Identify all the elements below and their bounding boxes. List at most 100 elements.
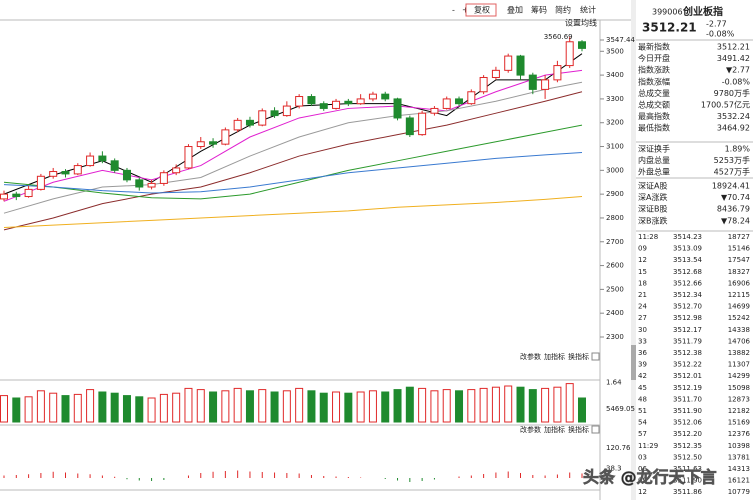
ma-line	[3, 151, 583, 194]
volume-bar	[86, 389, 95, 423]
panel-button[interactable]: 加指标	[544, 425, 565, 434]
tick-price: 3512.70	[673, 303, 702, 311]
y-tick-label: 3400	[606, 71, 624, 79]
volume-bar	[0, 395, 8, 423]
tick-price: 3512.68	[673, 268, 702, 276]
tick-price: 3512.06	[673, 419, 702, 427]
close-box[interactable]	[591, 352, 600, 361]
tick-volume: 14338	[728, 326, 750, 334]
candle-body	[295, 96, 304, 107]
panel-button[interactable]: 换指标	[568, 425, 589, 434]
candle-body	[553, 65, 562, 81]
toolbar-button[interactable]: 统计	[580, 5, 596, 15]
scrollbar	[631, 0, 636, 500]
candle-body	[24, 188, 33, 198]
watermark: 头条 @龙行天下言	[583, 468, 717, 487]
row-label: 深A涨跌	[638, 192, 667, 202]
tick-price: 3512.20	[673, 430, 702, 438]
candle-body	[418, 112, 427, 136]
candle-body	[467, 91, 476, 105]
row-value: 1.89%	[725, 145, 751, 154]
volume-bar	[12, 397, 21, 423]
candle-body	[36, 175, 45, 190]
y-tick-label: 3300	[606, 95, 624, 103]
volume-bar	[578, 397, 586, 423]
candle-body	[516, 55, 525, 76]
row-label: 深B涨跌	[638, 215, 668, 225]
candle-body	[147, 182, 156, 188]
code: 399006	[652, 8, 683, 17]
tick-volume: 17547	[728, 256, 750, 264]
volume-bar	[418, 387, 427, 423]
row-value: ▼70.74	[721, 193, 750, 202]
panel-button[interactable]: 改参数	[520, 352, 541, 361]
candle-body	[122, 169, 131, 181]
tick-price: 3512.34	[673, 291, 702, 299]
change: -2.77	[706, 20, 727, 29]
ma-line	[3, 196, 583, 228]
candle-body	[307, 96, 316, 105]
panel-button[interactable]: 加指标	[544, 352, 565, 361]
scroll-thumb[interactable]	[631, 345, 636, 380]
row-value: 9780万手	[714, 88, 750, 98]
tick-price: 3511.90	[673, 477, 702, 485]
row-value: 3491.42	[717, 54, 750, 63]
panel-button[interactable]: 改参数	[520, 425, 541, 434]
name: 创业板指	[682, 5, 723, 18]
candle-body	[393, 98, 402, 119]
volume-bar	[553, 386, 562, 423]
candle-body	[86, 155, 95, 167]
tick-volume: 16121	[728, 477, 750, 485]
volume-bar	[233, 387, 242, 423]
volume-bar	[442, 389, 451, 423]
volume-bar	[479, 387, 488, 423]
ma-setting[interactable]: 设置均线	[565, 18, 597, 28]
tick-time: 39	[638, 361, 647, 369]
panel-button[interactable]: 换指标	[568, 352, 589, 361]
pct: -0.08%	[706, 30, 735, 39]
toolbar-button[interactable]: -	[452, 6, 455, 15]
tick-volume: 12115	[728, 291, 750, 299]
y-tick-label: 3100	[606, 143, 624, 151]
toolbar-button[interactable]: 筹码	[531, 5, 547, 15]
toolbar-button[interactable]: 叠加	[507, 5, 523, 15]
tick-volume: 14313	[728, 465, 750, 473]
volume-bar	[393, 389, 402, 423]
tick-volume: 15146	[728, 245, 751, 253]
volume-bar	[356, 391, 365, 423]
tick-volume: 12873	[728, 395, 750, 403]
toolbar-button[interactable]: 简约	[555, 5, 571, 15]
tick-price: 3511.86	[673, 488, 702, 496]
candle-body	[98, 155, 107, 162]
tick-price: 3513.09	[673, 245, 702, 253]
row-value: 3532.24	[717, 112, 750, 121]
button-frame[interactable]	[465, 3, 497, 17]
volume-bar	[258, 389, 267, 423]
tick-time: 21	[638, 291, 647, 299]
tick-price: 3512.17	[673, 326, 702, 334]
candle-body	[541, 79, 550, 90]
volume-bar	[282, 390, 291, 423]
tick-price: 3512.50	[673, 453, 702, 461]
tick-time: 27	[638, 314, 647, 322]
tick-price: 3511.63	[673, 465, 702, 473]
toolbar-button[interactable]: 复权	[474, 5, 490, 15]
volume-bar	[36, 390, 45, 423]
volume-bar	[307, 390, 316, 423]
close-box[interactable]	[591, 425, 600, 434]
tick-price: 3512.66	[673, 279, 702, 287]
tick-volume: 15242	[728, 314, 750, 322]
toolbar-button[interactable]: +	[462, 6, 469, 15]
volume-bar	[504, 385, 513, 423]
volume-bar	[184, 387, 193, 423]
tick-price: 3513.54	[673, 256, 702, 264]
tick-volume: 18327	[728, 268, 750, 276]
tick-time: 15	[638, 268, 647, 276]
tick-volume: 14706	[728, 337, 751, 345]
y-tick-label: 2700	[606, 238, 624, 246]
candle-body	[12, 193, 21, 198]
tick-price: 3512.35	[673, 442, 702, 450]
tick-price: 3512.38	[673, 349, 702, 357]
tick-volume: 15169	[728, 419, 750, 427]
volume-bar	[295, 387, 304, 423]
